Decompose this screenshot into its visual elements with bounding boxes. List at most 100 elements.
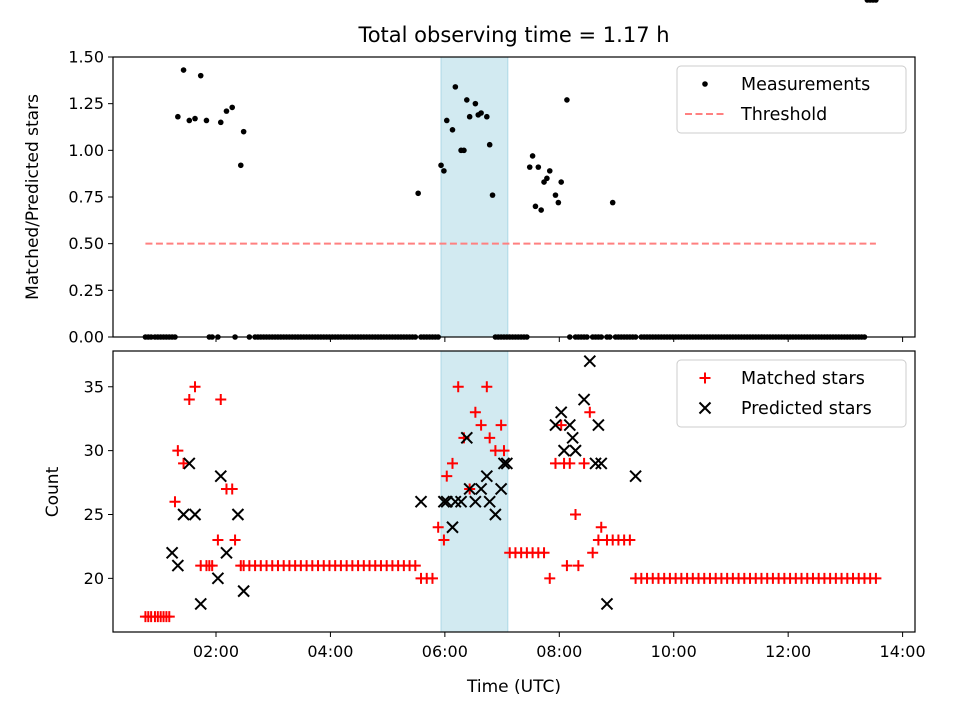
predicted-star-point xyxy=(214,469,227,483)
measurement-point xyxy=(443,117,450,124)
predicted-star-point xyxy=(494,482,508,496)
measurement-point xyxy=(538,207,544,213)
matched-star-point xyxy=(538,547,550,559)
matched-star-point xyxy=(578,457,590,469)
predicted-star-point xyxy=(554,406,568,419)
legend: Matched stars Predicted stars xyxy=(676,359,907,428)
matched-star-point xyxy=(561,560,573,572)
y-tick-label: 30 xyxy=(84,441,104,460)
highlight-span xyxy=(440,350,509,633)
matched-star-point xyxy=(595,521,607,533)
matched-star-point xyxy=(229,534,241,546)
matched-star-point xyxy=(584,406,596,418)
predicted-star-point xyxy=(437,495,451,508)
matched-star-point xyxy=(469,406,481,418)
predicted-star-point xyxy=(220,546,233,560)
x-axis-label: Time (UTC) xyxy=(466,677,561,697)
legend-measurement-marker xyxy=(702,81,708,87)
measurement-point xyxy=(240,128,247,135)
predicted-star-point xyxy=(188,508,202,521)
predicted-star-point xyxy=(449,495,462,508)
predicted-star-point xyxy=(194,597,207,611)
predicted-star-point xyxy=(463,482,476,496)
measurement-point xyxy=(552,192,559,198)
predicted-star-point xyxy=(454,495,468,508)
measurement-point xyxy=(217,119,224,126)
matched-star-point xyxy=(498,445,510,457)
matched-star-point xyxy=(172,445,184,457)
measurement-point xyxy=(180,67,187,73)
measurement-point xyxy=(237,162,244,169)
legend-label: Threshold xyxy=(740,105,827,125)
measurement-point xyxy=(472,100,479,107)
measurement-point xyxy=(532,203,539,210)
legend-label: Measurements xyxy=(741,75,870,95)
predicted-star-point xyxy=(600,597,614,611)
top-panel: 0.00 0.25 0.50 0.75 1.00 1.25 1.50 Measurements… xyxy=(68,0,916,347)
measurement-point xyxy=(555,199,562,206)
matched-star-point xyxy=(226,483,238,495)
matched-star-point xyxy=(564,457,576,469)
legend-matched-marker xyxy=(699,372,711,384)
legend-predicted-marker xyxy=(698,401,712,415)
predicted-star-point xyxy=(171,559,185,572)
y-tick-label: 1.50 xyxy=(68,48,104,67)
predicted-star-point xyxy=(183,457,196,470)
measurement-point xyxy=(452,84,459,90)
x-tick-label: 04:00 xyxy=(307,642,353,661)
measurement-point xyxy=(478,110,484,116)
legend-box xyxy=(676,65,907,134)
measurement-point xyxy=(438,162,444,169)
predicted-star-point xyxy=(211,572,225,585)
matched-star-point xyxy=(215,394,227,406)
measurement-point xyxy=(441,168,447,174)
matched-star-point xyxy=(169,496,181,508)
matched-star-point xyxy=(555,419,567,431)
measurement-point xyxy=(175,113,181,120)
predicted-star-point xyxy=(629,469,642,483)
matched-star-point xyxy=(481,381,493,393)
measurement-point xyxy=(197,72,204,79)
predicted-star-point xyxy=(165,546,179,560)
matched-star-point xyxy=(206,560,218,572)
matched-star-point xyxy=(438,534,450,546)
predicted-star-point xyxy=(414,495,428,508)
matched-star-point xyxy=(426,572,438,584)
predicted-star-point xyxy=(177,508,190,521)
measurement-point xyxy=(415,190,421,197)
top-y-axis-label: Matched/Predicted stars xyxy=(23,94,43,300)
predicted-star-point xyxy=(589,457,602,470)
measurement-point xyxy=(203,117,210,124)
measurement-point xyxy=(489,192,496,198)
matched-star-point xyxy=(409,560,421,572)
matched-star-point xyxy=(587,547,599,559)
measurement-point xyxy=(463,97,470,103)
matched-star-point xyxy=(624,534,636,546)
measurement-point xyxy=(466,113,473,120)
measurement-point xyxy=(535,164,542,170)
matched-star-point xyxy=(432,521,444,533)
matched-star-point xyxy=(475,419,487,431)
matched-star-point xyxy=(441,470,453,482)
measurement-point xyxy=(564,97,570,103)
plot-frame xyxy=(112,56,916,338)
matched-star-point xyxy=(544,572,556,584)
predicted-star-point xyxy=(469,495,482,508)
predicted-star-point xyxy=(592,418,605,432)
matched-star-point xyxy=(495,419,507,431)
predicted-star-point xyxy=(569,444,582,457)
y-tick-label: 0.25 xyxy=(68,281,104,300)
y-tick-label: 35 xyxy=(84,377,104,396)
measurement-point xyxy=(529,153,536,159)
y-tick-label: 0.00 xyxy=(68,328,104,347)
predicted-star-point xyxy=(231,508,245,521)
predicted-star-point xyxy=(480,469,494,483)
y-tick-label: 1.25 xyxy=(68,94,104,113)
matched-star-point xyxy=(183,394,195,406)
predicted-star-point xyxy=(557,444,571,457)
y-tick-label: 0.50 xyxy=(68,234,104,253)
predicted-star-point xyxy=(563,418,576,432)
matched-star-point xyxy=(870,572,882,584)
x-tick-label: 08:00 xyxy=(536,642,582,661)
